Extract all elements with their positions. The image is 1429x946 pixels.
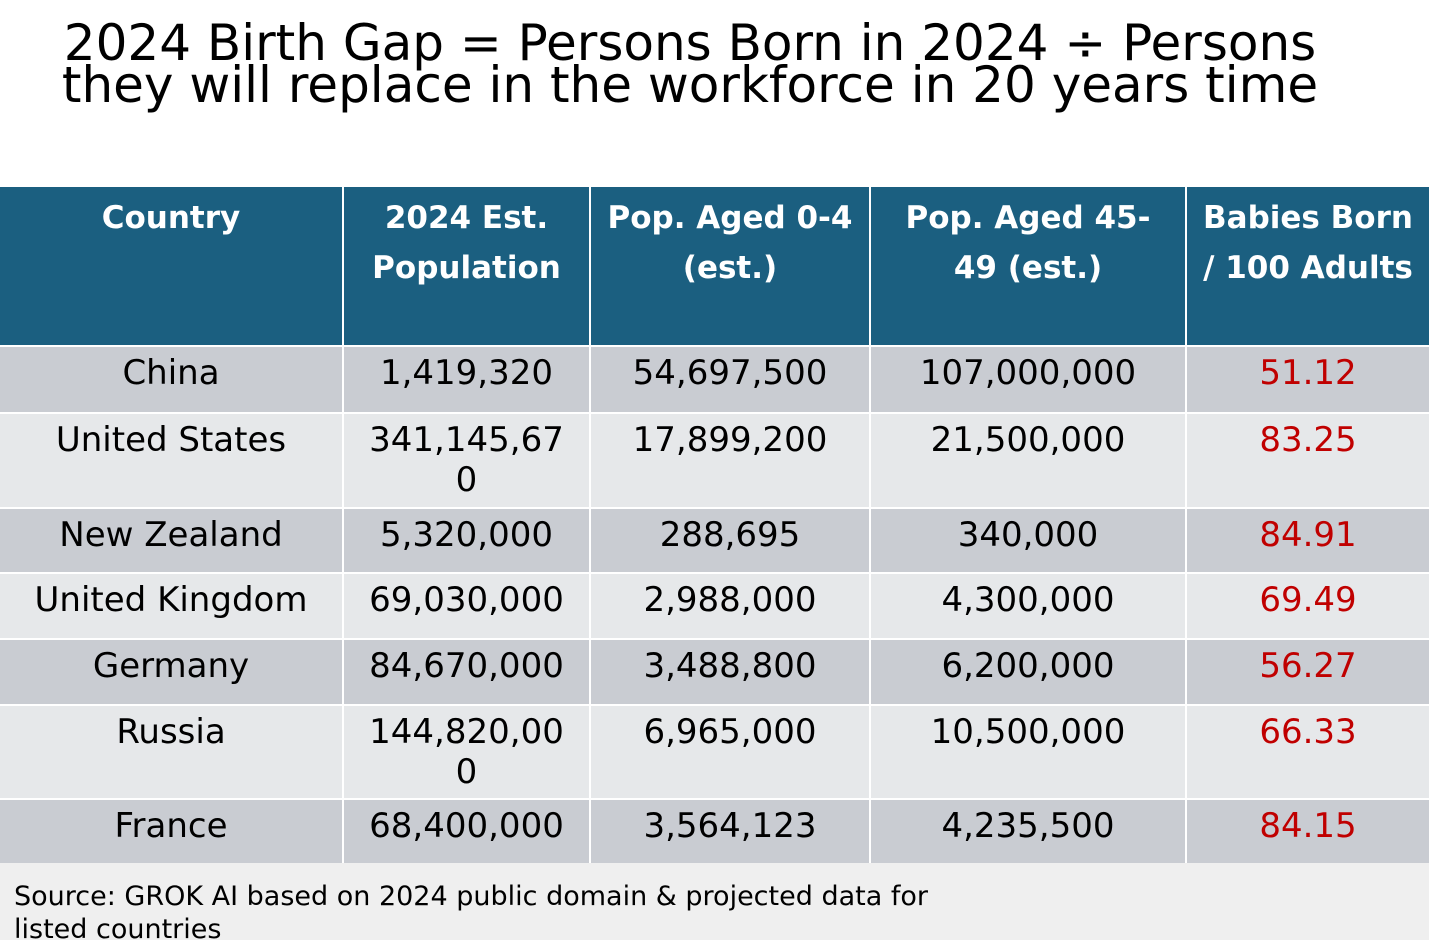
data-table: Country 2024 Est. Population Pop. Aged 0-4… (0, 187, 1429, 864)
header-cell: Pop. Aged 45-49 (est.) (869, 187, 1186, 346)
country-cell: China (0, 345, 343, 413)
header-cell: Country (0, 187, 343, 346)
table-row: Russia 144,820,000 6,965,000 10,500,000 66.3… (0, 704, 1429, 799)
value-cell: 84.91 (1185, 507, 1429, 573)
value-cell: 1,419,320 (342, 345, 590, 413)
table-row: Germany 84,670,000 3,488,800 6,200,000 56.27 (0, 638, 1429, 705)
table-row: France 68,400,000 3,564,123 4,235,500 84.15 (0, 798, 1429, 864)
header-row: Country 2024 Est. Population Pop. Aged 0-4… (0, 187, 1429, 346)
value-cell: 4,300,000 (869, 572, 1186, 639)
title-line: they will replace in the workforce in 20… (61, 56, 1319, 114)
value-cell: 66.33 (1185, 704, 1429, 799)
value-cell: 107,000,000 (869, 345, 1186, 413)
value-cell: 144,820,000 (342, 704, 590, 799)
value-cell: 51.12 (1185, 345, 1429, 413)
value-cell: 4,235,500 (869, 798, 1186, 864)
value-cell: 6,200,000 (869, 638, 1186, 705)
header-cell: 2024 Est. Population (342, 187, 590, 346)
title-line: 2024 Birth Gap = Persons Born in 2024 ÷ … (63, 14, 1317, 72)
source-text: Source: GROK AI based on 2024 public dom… (14, 881, 928, 945)
title: 2024 Birth Gap = Persons Born in 2024 ÷ … (0, 14, 1380, 114)
value-cell: 10,500,000 (869, 704, 1186, 799)
value-cell: 341,145,670 (342, 412, 590, 508)
source-note: Source: GROK AI based on 2024 public dom… (0, 863, 1429, 945)
value-cell: 84,670,000 (342, 638, 590, 705)
value-cell: 84.15 (1185, 798, 1429, 864)
table-body: China 1,419,320 54,697,500 107,000,000 51.12… (0, 345, 1429, 864)
value-cell: 6,965,000 (589, 704, 870, 799)
country-cell: Germany (0, 638, 343, 705)
value-cell: 340,000 (869, 507, 1186, 573)
value-cell: 3,488,800 (589, 638, 870, 705)
country-cell: United Kingdom (0, 572, 343, 639)
table-row: New Zealand 5,320,000 288,695 340,000 84.91 (0, 507, 1429, 573)
value-cell: 68,400,000 (342, 798, 590, 864)
header-cell: Babies Born / 100 Adults (1185, 187, 1429, 346)
country-cell: New Zealand (0, 507, 343, 573)
value-cell: 56.27 (1185, 638, 1429, 705)
country-cell: Russia (0, 704, 343, 799)
table-row: China 1,419,320 54,697,500 107,000,000 51.12 (0, 345, 1429, 413)
value-cell: 3,564,123 (589, 798, 870, 864)
value-cell: 83.25 (1185, 412, 1429, 508)
value-cell: 69.49 (1185, 572, 1429, 639)
table-row: United States 341,145,670 17,899,200 21,500… (0, 412, 1429, 508)
value-cell: 17,899,200 (589, 412, 870, 508)
table-row: United Kingdom 69,030,000 2,988,000 4,300,0… (0, 572, 1429, 639)
country-cell: France (0, 798, 343, 864)
header-cell: Pop. Aged 0-4 (est.) (589, 187, 870, 346)
value-cell: 2,988,000 (589, 572, 870, 639)
value-cell: 69,030,000 (342, 572, 590, 639)
value-cell: 54,697,500 (589, 345, 870, 413)
value-cell: 21,500,000 (869, 412, 1186, 508)
country-cell: United States (0, 412, 343, 508)
value-cell: 288,695 (589, 507, 870, 573)
value-cell: 5,320,000 (342, 507, 590, 573)
